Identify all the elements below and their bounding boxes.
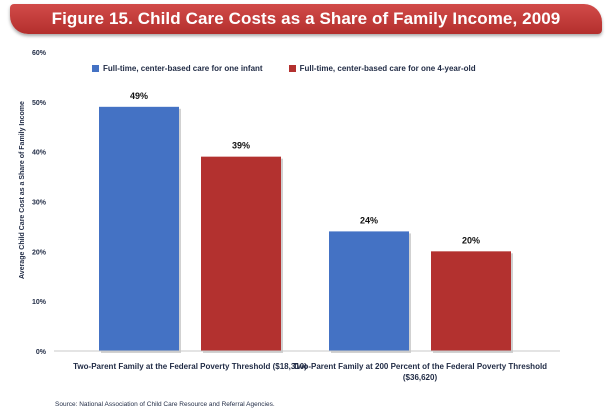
- bar: [329, 231, 409, 351]
- legend-label-four-year-old: Full-time, center-based care for one 4-y…: [299, 63, 476, 73]
- chart-title: Figure 15. Child Care Costs as a Share o…: [51, 9, 561, 28]
- bar: [431, 251, 511, 351]
- y-tick-label: 60%: [32, 50, 47, 57]
- y-tick-label: 10%: [32, 299, 47, 306]
- x-category-label: Two-Parent Family at the Federal Poverty…: [73, 362, 307, 371]
- legend-label-infant: Full-time, center-based care for one inf…: [103, 63, 263, 73]
- y-tick-label: 40%: [32, 150, 47, 157]
- legend-swatch-four-year-old: [288, 64, 296, 72]
- bar: [99, 106, 179, 351]
- chart-legend: Full-time, center-based care for one inf…: [92, 61, 552, 75]
- legend-item-infant: Full-time, center-based care for one inf…: [92, 64, 263, 73]
- x-category-label: ($36,620): [403, 373, 438, 382]
- bar-value-label: 39%: [232, 141, 250, 151]
- chart-title-bar: Figure 15. Child Care Costs as a Share o…: [10, 4, 602, 34]
- legend-item-four-year-old: Full-time, center-based care for one 4-y…: [288, 63, 476, 73]
- source-note: Source: National Association of Child Ca…: [55, 401, 275, 408]
- y-tick-label: 0%: [36, 349, 47, 356]
- bar-value-label: 49%: [130, 91, 148, 101]
- x-category-label: Two-Parent Family at 200 Percent of the …: [293, 362, 547, 371]
- legend-swatch-infant: [92, 64, 99, 72]
- bar-value-label: 24%: [360, 215, 378, 225]
- y-tick-label: 30%: [32, 200, 47, 207]
- y-tick-label: 20%: [32, 249, 47, 256]
- bar: [201, 156, 281, 351]
- bar-value-label: 20%: [462, 235, 480, 245]
- y-tick-label: 50%: [32, 100, 47, 107]
